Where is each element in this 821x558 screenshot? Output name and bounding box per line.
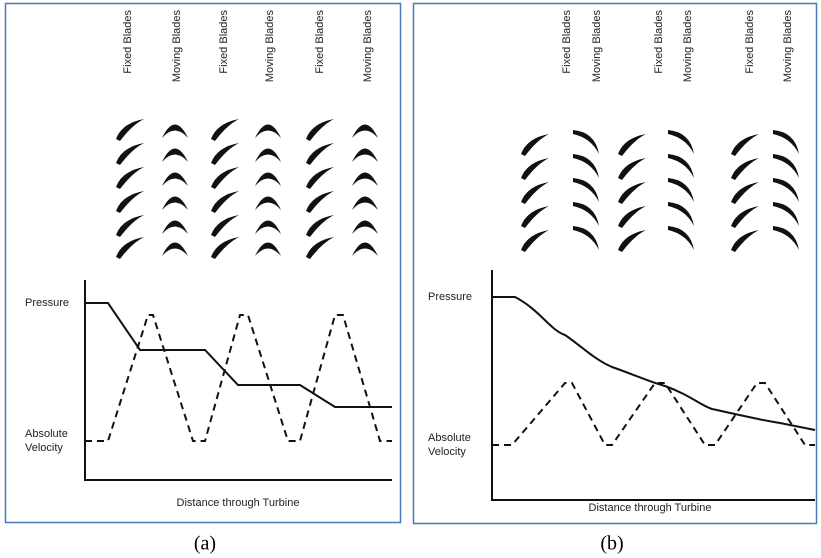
y-label: Pressure: [25, 297, 69, 309]
blade: [668, 154, 694, 178]
blade: [618, 206, 646, 228]
blade: [521, 134, 549, 156]
blade: [521, 230, 549, 252]
blade-label: Moving Blades: [782, 10, 794, 83]
blade: [521, 182, 549, 204]
blade: [162, 242, 188, 256]
blade-label: Fixed Blades: [744, 10, 756, 74]
blade: [731, 158, 759, 180]
blade: [731, 206, 759, 228]
blade: [352, 196, 378, 210]
blade: [306, 215, 334, 237]
blade: [618, 230, 646, 252]
y-label: Absolute: [428, 432, 471, 444]
blade: [573, 226, 599, 250]
blade-label: Fixed Blades: [218, 10, 230, 74]
blade: [521, 158, 549, 180]
velocity-curve: [85, 314, 815, 446]
blade-label: Fixed Blades: [314, 10, 326, 74]
panel-border: [4, 2, 402, 524]
blades: [116, 119, 799, 259]
blade: [116, 167, 144, 189]
blade: [255, 196, 281, 210]
blade: [668, 202, 694, 226]
blade: [668, 130, 694, 154]
blade: [731, 182, 759, 204]
blade-label: Moving Blades: [264, 10, 276, 83]
y-label: Pressure: [428, 291, 472, 303]
blade: [618, 134, 646, 156]
y-label: Velocity: [428, 446, 466, 458]
blade: [306, 119, 334, 141]
blade: [773, 226, 799, 250]
blade: [116, 215, 144, 237]
blade: [306, 167, 334, 189]
blade-label: Fixed Blades: [122, 10, 134, 74]
blade: [162, 148, 188, 162]
blade: [573, 178, 599, 202]
blade: [255, 220, 281, 234]
blade: [352, 124, 378, 138]
blade: [162, 172, 188, 186]
y-label: Velocity: [25, 442, 63, 454]
x-label: Distance through Turbine: [177, 497, 300, 509]
blade-label: Moving Blades: [171, 10, 183, 83]
blade: [116, 191, 144, 213]
blade: [162, 220, 188, 234]
blade-label: Fixed Blades: [653, 10, 665, 74]
blade: [211, 191, 239, 213]
blade: [773, 178, 799, 202]
blade: [352, 242, 378, 256]
blade: [255, 124, 281, 138]
blade: [618, 158, 646, 180]
x-label: Distance through Turbine: [589, 502, 712, 514]
blade: [162, 196, 188, 210]
blade: [306, 143, 334, 165]
blade: [211, 119, 239, 141]
blade: [521, 206, 549, 228]
blade: [352, 220, 378, 234]
blade: [352, 172, 378, 186]
blade: [573, 202, 599, 226]
blade: [211, 143, 239, 165]
blade: [773, 154, 799, 178]
blade: [773, 130, 799, 154]
blade: [573, 154, 599, 178]
blade: [255, 148, 281, 162]
blade-label: Moving Blades: [682, 10, 694, 83]
blade: [255, 172, 281, 186]
blade: [116, 119, 144, 141]
blade: [162, 124, 188, 138]
blade-label: Fixed Blades: [561, 10, 573, 74]
y-label: Absolute: [25, 428, 68, 440]
blade: [773, 202, 799, 226]
blade: [306, 237, 334, 259]
blade: [211, 215, 239, 237]
caption: (b): [600, 533, 623, 555]
panel-border: [412, 2, 818, 525]
blade: [668, 226, 694, 250]
axes: [84, 270, 815, 501]
blade: [116, 237, 144, 259]
blade-label: Moving Blades: [591, 10, 603, 83]
blade-label: Moving Blades: [362, 10, 374, 83]
blade: [618, 182, 646, 204]
blade: [573, 130, 599, 154]
blade: [255, 242, 281, 256]
blade: [211, 167, 239, 189]
caption: (a): [194, 533, 216, 555]
blade: [116, 143, 144, 165]
blade: [731, 134, 759, 156]
blade: [352, 148, 378, 162]
pressure-curve: [85, 296, 816, 431]
blade: [668, 178, 694, 202]
blade: [731, 230, 759, 252]
blade: [306, 191, 334, 213]
blade: [211, 237, 239, 259]
